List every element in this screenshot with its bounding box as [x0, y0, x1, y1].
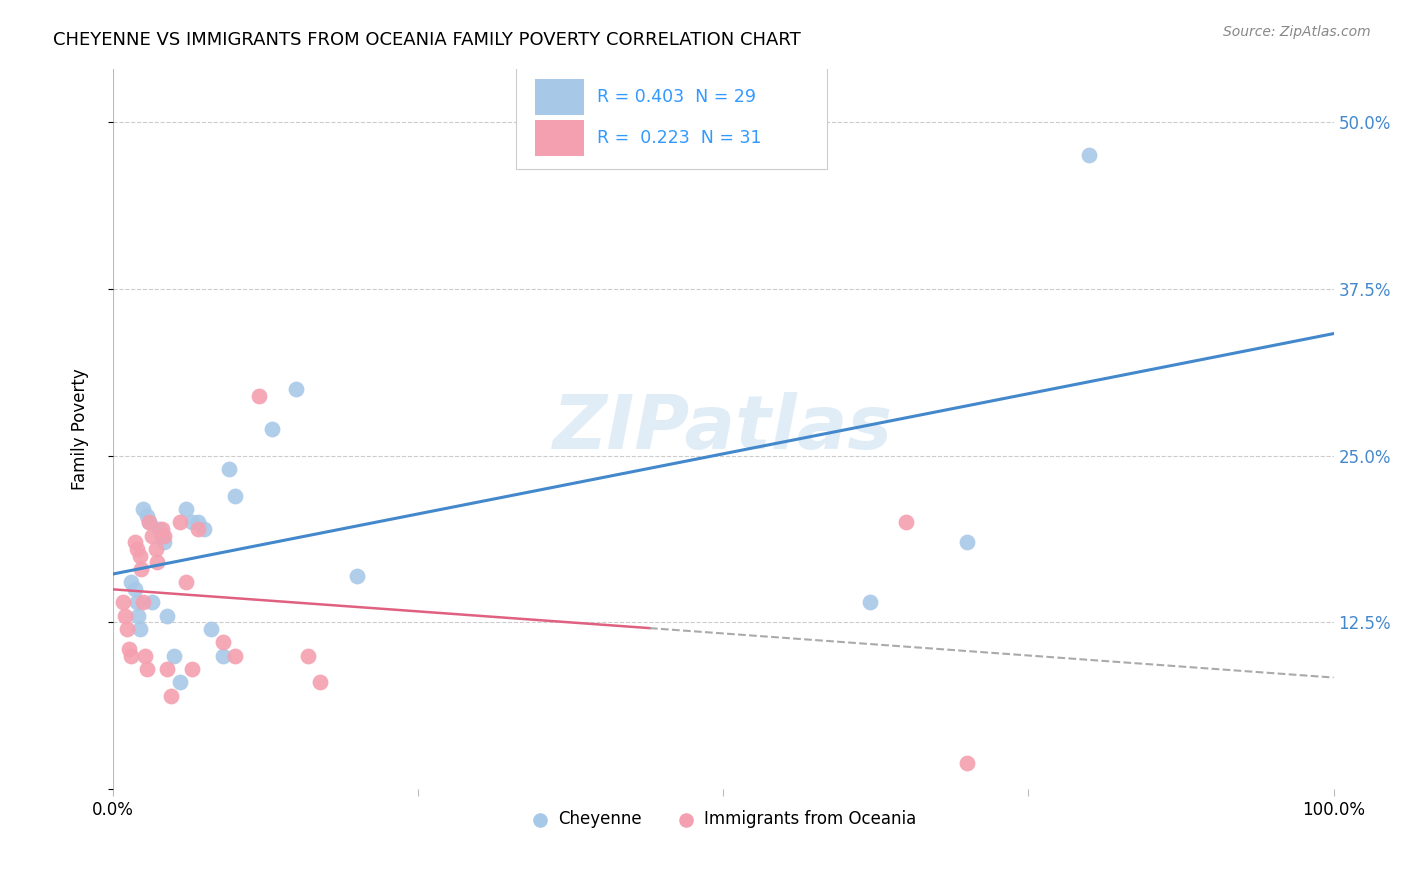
Point: [146, 555, 169, 569]
Point: [127, 608, 149, 623]
Point: [134, 648, 156, 663]
Point: [141, 595, 163, 609]
Point: [155, 608, 177, 623]
Point: [309, 675, 332, 690]
FancyBboxPatch shape: [536, 78, 583, 115]
Point: [120, 575, 142, 590]
Point: [129, 562, 152, 576]
Point: [169, 516, 191, 530]
Point: [128, 549, 150, 563]
Point: [117, 622, 139, 636]
Point: [346, 568, 368, 582]
Point: [120, 648, 142, 663]
FancyBboxPatch shape: [516, 65, 827, 169]
Point: [138, 516, 160, 530]
Point: [141, 528, 163, 542]
Text: Source: ZipAtlas.com: Source: ZipAtlas.com: [1223, 25, 1371, 39]
Point: [136, 508, 159, 523]
Point: [114, 608, 136, 623]
Text: R =  0.223  N = 31: R = 0.223 N = 31: [598, 129, 762, 147]
Text: R = 0.403  N = 29: R = 0.403 N = 29: [598, 87, 756, 105]
Point: [111, 595, 134, 609]
Point: [200, 622, 222, 636]
Point: [247, 388, 270, 402]
Point: [169, 675, 191, 690]
Point: [187, 522, 209, 536]
Point: [181, 516, 204, 530]
Point: [145, 541, 167, 556]
Point: [297, 648, 319, 663]
Point: [218, 462, 240, 476]
FancyBboxPatch shape: [536, 120, 583, 156]
Point: [150, 522, 173, 536]
Point: [859, 595, 882, 609]
Point: [118, 642, 141, 657]
Point: [155, 662, 177, 676]
Point: [150, 528, 173, 542]
Point: [896, 516, 918, 530]
Point: [124, 582, 146, 596]
Point: [174, 502, 197, 516]
Text: ZIPatlas: ZIPatlas: [553, 392, 893, 466]
Point: [127, 541, 149, 556]
Point: [124, 535, 146, 549]
Point: [132, 502, 155, 516]
Point: [174, 575, 197, 590]
Point: [956, 535, 979, 549]
Point: [138, 516, 160, 530]
Point: [127, 595, 149, 609]
Point: [136, 662, 159, 676]
Point: [187, 516, 209, 530]
Point: [153, 528, 176, 542]
Point: [132, 595, 155, 609]
Point: [211, 635, 233, 649]
Point: [211, 648, 233, 663]
Point: [193, 522, 215, 536]
Point: [163, 648, 186, 663]
Legend: Cheyenne, Immigrants from Oceania: Cheyenne, Immigrants from Oceania: [523, 804, 922, 835]
Point: [181, 662, 204, 676]
Text: CHEYENNE VS IMMIGRANTS FROM OCEANIA FAMILY POVERTY CORRELATION CHART: CHEYENNE VS IMMIGRANTS FROM OCEANIA FAMI…: [53, 31, 801, 49]
Point: [148, 522, 170, 536]
Point: [128, 622, 150, 636]
Point: [284, 382, 307, 396]
Point: [1078, 148, 1101, 162]
Point: [224, 648, 246, 663]
Y-axis label: Family Poverty: Family Poverty: [72, 368, 89, 490]
Point: [224, 489, 246, 503]
Point: [260, 422, 283, 436]
Point: [160, 689, 183, 703]
Point: [153, 535, 176, 549]
Point: [956, 756, 979, 770]
